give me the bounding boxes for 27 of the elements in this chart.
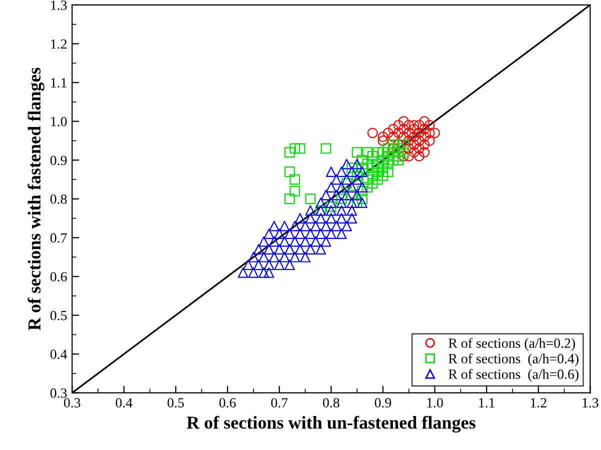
- y-tick-label: 0.4: [50, 350, 68, 360]
- y-tick-label: 0.8: [50, 194, 67, 204]
- x-tick-label: 1.2: [530, 398, 546, 408]
- y-tick-label: 1.3: [51, 0, 67, 10]
- x-tick-label: 0.6: [219, 398, 236, 408]
- x-tick-label: 0.7: [271, 398, 288, 408]
- y-tick-label: 0.3: [50, 388, 67, 398]
- y-tick-label: 1.1: [51, 78, 66, 88]
- y-tick-label: 1.2: [51, 39, 66, 49]
- y-axis-title: R of sections with fastened flanges: [28, 68, 44, 330]
- legend-label: R of sections (a/h=0.4): [448, 353, 578, 366]
- x-tick-label: 0.4: [116, 398, 132, 408]
- y-tick-label: 1.0: [51, 116, 67, 126]
- x-tick-label: 1.0: [427, 398, 443, 408]
- legend-label: R of sections (a/h=0.6): [448, 369, 578, 382]
- x-tick-label: 0.8: [323, 398, 340, 408]
- legend-label: R of sections (a/h=0.2): [448, 338, 575, 351]
- x-tick-label: 0.5: [168, 398, 184, 408]
- y-tick-label: 0.5: [50, 310, 67, 320]
- y-tick-label: 0.7: [50, 233, 67, 243]
- x-axis-title: R of sections with un-fastened flanges: [186, 416, 476, 433]
- y-tick-label: 0.9: [50, 156, 67, 166]
- y-tick-label: 0.6: [50, 272, 67, 282]
- x-tick-label: 0.3: [64, 398, 80, 408]
- x-tick-label: 0.9: [374, 398, 392, 408]
- x-tick-label: 1.3: [582, 398, 598, 408]
- x-tick-label: 1.1: [479, 398, 494, 408]
